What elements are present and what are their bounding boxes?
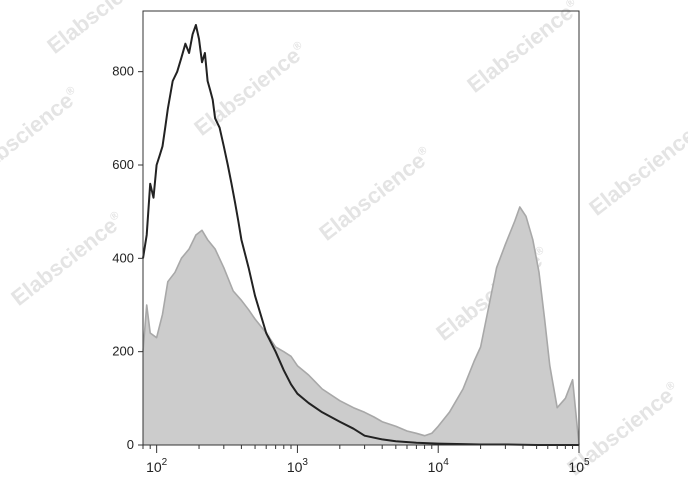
y-tick-label: 400: [112, 250, 134, 265]
line-histogram-curve: [142, 24, 579, 446]
x-tick-label-exponent: 5: [584, 457, 590, 468]
y-tick-label: 800: [112, 64, 134, 79]
x-tick-label-exponent: 3: [302, 457, 308, 468]
x-tick-label-base: 10: [428, 459, 444, 475]
x-tick-label: 103: [287, 457, 309, 475]
watermark-text: Elabscience®: [462, 0, 584, 98]
watermark-registered-mark: ®: [291, 39, 305, 53]
x-tick-label-base: 10: [146, 459, 162, 475]
watermark-text: Elabscience®: [189, 38, 311, 141]
x-tick-label-base: 10: [287, 459, 303, 475]
watermark-registered-mark: ®: [686, 119, 688, 133]
watermark-registered-mark: ®: [664, 379, 678, 393]
plot-frame: [142, 10, 580, 446]
watermark-text: Elabscience®: [0, 83, 84, 186]
watermark-registered-mark: ®: [564, 0, 578, 11]
filled-histogram-area: [143, 207, 579, 445]
watermark-registered-mark: ®: [416, 144, 430, 158]
watermark-text: Elabscience®: [42, 0, 164, 59]
x-tick-label-exponent: 2: [162, 457, 168, 468]
series-layer: [142, 24, 580, 446]
x-axis: 102 103 104 105: [142, 445, 590, 475]
watermark-registered-mark: ®: [64, 84, 78, 98]
x-tick-label-base: 10: [568, 459, 584, 475]
watermark-text: Elabscience®: [584, 118, 688, 221]
x-tick-label: 104: [428, 457, 450, 475]
y-tick-label: 600: [112, 157, 134, 172]
filled-histogram-outline: [142, 206, 580, 446]
y-tick-label: 0: [127, 437, 134, 452]
y-axis: 0 200 400 600 800: [112, 64, 143, 452]
y-tick-label: 200: [112, 344, 134, 359]
watermark-text: Elabscience®: [314, 143, 436, 246]
x-tick-label: 105: [568, 457, 590, 475]
watermark-registered-mark: ®: [108, 209, 122, 223]
x-tick-label: 102: [146, 457, 168, 475]
x-tick-label-exponent: 4: [443, 457, 449, 468]
watermark-text: Elabscience®: [6, 208, 128, 311]
